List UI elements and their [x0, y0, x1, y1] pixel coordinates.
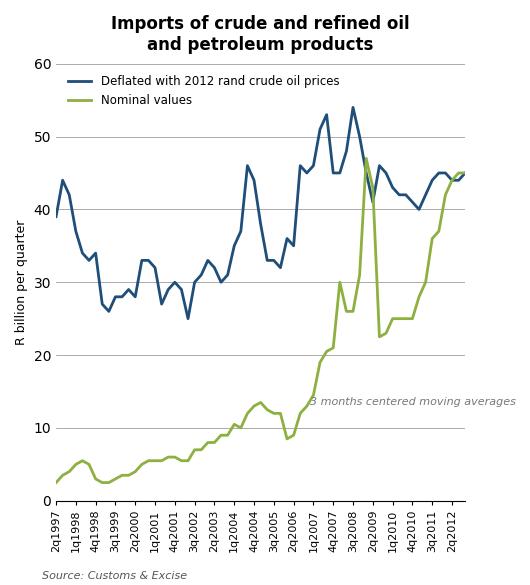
- Y-axis label: R billion per quarter: R billion per quarter: [15, 219, 28, 345]
- Nominal values: [178, 457, 184, 464]
- Line: Nominal values: Nominal values: [56, 159, 465, 483]
- Deflated with 2012 rand crude oil prices: [350, 104, 356, 111]
- Nominal values: [455, 170, 462, 177]
- Nominal values: [165, 453, 171, 460]
- Deflated with 2012 rand crude oil prices: [264, 257, 270, 264]
- Deflated with 2012 rand crude oil prices: [455, 177, 462, 184]
- Nominal values: [244, 410, 251, 417]
- Nominal values: [258, 399, 264, 406]
- Deflated with 2012 rand crude oil prices: [165, 286, 171, 293]
- Nominal values: [53, 479, 59, 486]
- Text: Source: Customs & Excise: Source: Customs & Excise: [42, 571, 188, 581]
- Deflated with 2012 rand crude oil prices: [251, 177, 257, 184]
- Deflated with 2012 rand crude oil prices: [185, 315, 191, 322]
- Deflated with 2012 rand crude oil prices: [178, 286, 184, 293]
- Nominal values: [337, 278, 343, 285]
- Nominal values: [462, 170, 469, 177]
- Deflated with 2012 rand crude oil prices: [343, 147, 350, 154]
- Deflated with 2012 rand crude oil prices: [53, 213, 59, 220]
- Deflated with 2012 rand crude oil prices: [462, 170, 469, 177]
- Text: 3 months centered moving averages: 3 months centered moving averages: [310, 397, 516, 407]
- Line: Deflated with 2012 rand crude oil prices: Deflated with 2012 rand crude oil prices: [56, 108, 465, 319]
- Legend: Deflated with 2012 rand crude oil prices, Nominal values: Deflated with 2012 rand crude oil prices…: [62, 70, 346, 113]
- Nominal values: [363, 155, 369, 162]
- Title: Imports of crude and refined oil
and petroleum products: Imports of crude and refined oil and pet…: [111, 15, 410, 54]
